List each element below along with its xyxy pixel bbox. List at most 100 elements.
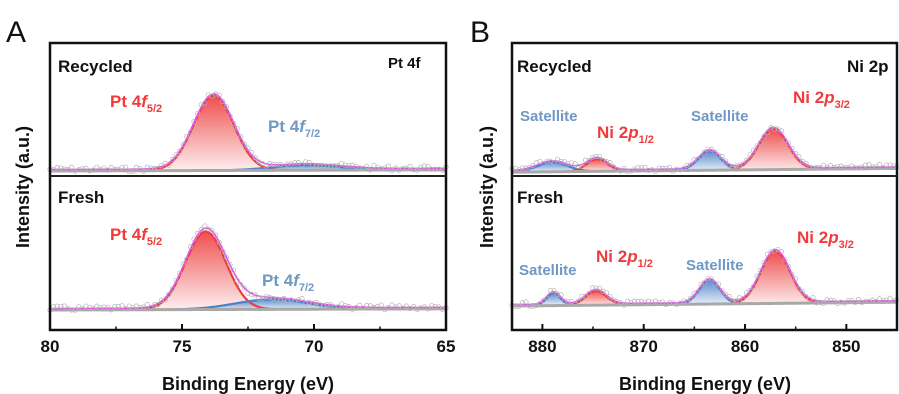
data-point-1-1-37 [638, 298, 645, 305]
data-point-1-1-18 [572, 301, 578, 307]
data-point-1-1-10 [544, 295, 550, 301]
data-point-1-1-87 [813, 300, 820, 306]
panel-b-fresh-label: Fresh [517, 188, 563, 207]
data-point-0-1-19 [115, 304, 121, 310]
data-point-0-1-21 [123, 306, 129, 312]
data-point-1-0-6 [530, 163, 536, 169]
data-point-0-0-8 [76, 167, 82, 173]
data-point-1-0-23 [589, 154, 596, 160]
data-point-0-0-44 [205, 92, 211, 98]
data-point-1-0-39 [645, 167, 652, 174]
x-tick-label-0-2: 70 [305, 337, 324, 356]
data-point-0-0-56 [249, 149, 255, 156]
data-point-1-0-42 [656, 165, 662, 171]
data-point-1-1-95 [841, 300, 848, 306]
data-point-1-1-13 [554, 291, 561, 297]
data-point-0-1-108 [436, 304, 442, 310]
x-tick-label-1-1: 870 [630, 337, 658, 356]
data-point-1-1-104 [873, 299, 879, 305]
data-point-1-0-59 [715, 152, 722, 158]
data-point-0-1-94 [385, 304, 391, 311]
data-point-1-1-31 [617, 300, 624, 306]
data-point-0-1-103 [418, 305, 424, 311]
data-point-1-0-3 [519, 165, 526, 171]
data-point-0-0-10 [83, 165, 89, 171]
data-point-1-1-11 [547, 287, 554, 294]
data-point-1-1-27 [603, 290, 610, 296]
data-point-1-0-50 [684, 162, 690, 168]
data-point-1-1-88 [817, 299, 823, 306]
panel-letter-b: B [470, 16, 490, 49]
data-point-0-0-80 [335, 163, 341, 169]
data-point-0-1-4 [61, 303, 67, 309]
data-point-1-1-90 [824, 297, 830, 303]
data-point-1-1-62 [726, 294, 732, 300]
data-point-0-0-9 [79, 166, 85, 172]
data-point-0-0-109 [439, 167, 445, 173]
data-point-0-0-28 [148, 165, 154, 171]
data-point-1-1-73 [764, 251, 771, 257]
data-point-1-1-59 [715, 281, 722, 287]
data-point-0-1-56 [249, 291, 255, 297]
x-tick-label-0-1: 75 [173, 337, 192, 356]
data-point-1-1-78 [782, 257, 788, 263]
data-point-0-0-74 [313, 163, 319, 169]
data-point-0-1-58 [256, 295, 262, 301]
data-point-0-0-15 [101, 165, 107, 171]
data-point-1-0-36 [635, 164, 641, 170]
data-point-1-0-22 [586, 157, 592, 164]
data-point-0-1-70 [299, 296, 305, 302]
data-point-0-1-96 [393, 304, 399, 310]
data-point-0-1-46 [213, 232, 219, 238]
data-point-0-0-67 [288, 161, 294, 167]
x-tick-label-0-0: 80 [41, 337, 60, 356]
data-point-0-1-11 [87, 304, 93, 310]
baseline-0-0 [50, 168, 446, 173]
data-point-0-1-87 [360, 305, 366, 311]
data-point-0-0-11 [87, 168, 93, 174]
data-point-0-0-89 [367, 167, 373, 173]
data-point-1-0-13 [554, 156, 561, 162]
data-point-0-0-73 [310, 162, 316, 168]
data-point-0-1-53 [238, 282, 244, 288]
data-point-0-0-65 [281, 163, 287, 169]
label-b-fresh-ni2p32: Ni 2p3/2 [797, 228, 854, 251]
data-point-1-1-75 [771, 248, 778, 254]
data-point-0-1-54 [241, 285, 247, 291]
data-point-0-1-26 [141, 304, 147, 310]
data-point-0-1-55 [245, 290, 251, 296]
data-point-1-0-85 [806, 165, 813, 171]
data-point-1-0-12 [551, 160, 557, 166]
data-point-1-0-78 [782, 137, 788, 143]
peak-area-0-0-0 [50, 95, 446, 171]
data-point-0-1-7 [72, 307, 78, 313]
data-point-1-1-2 [516, 303, 522, 309]
data-point-1-1-69 [750, 283, 757, 289]
data-point-1-0-70 [754, 143, 760, 149]
data-point-1-0-33 [624, 169, 631, 175]
data-point-0-1-107 [432, 303, 438, 310]
data-point-1-0-55 [701, 149, 708, 155]
data-point-0-0-101 [411, 167, 417, 173]
data-point-1-1-72 [761, 259, 767, 265]
data-point-0-1-20 [119, 303, 125, 309]
data-point-1-0-109 [890, 163, 897, 169]
data-point-0-1-76 [321, 303, 327, 309]
data-point-1-1-70 [754, 273, 760, 279]
label-b-fresh-satellite-1: Satellite [519, 262, 577, 279]
data-point-1-1-91 [827, 297, 834, 303]
data-point-0-0-41 [195, 111, 201, 117]
data-point-1-1-20 [579, 293, 585, 299]
data-point-1-1-82 [796, 286, 802, 292]
data-point-0-0-84 [349, 162, 355, 168]
data-point-0-1-75 [317, 302, 323, 308]
data-point-1-0-58 [712, 149, 718, 155]
data-point-1-0-87 [813, 165, 820, 171]
data-point-0-1-50 [227, 262, 233, 268]
data-point-1-1-77 [778, 249, 785, 255]
data-point-0-0-104 [421, 163, 427, 169]
data-point-1-1-53 [694, 289, 701, 295]
data-point-1-1-3 [519, 300, 526, 306]
data-point-1-1-6 [530, 304, 536, 310]
data-point-1-0-20 [579, 163, 585, 169]
